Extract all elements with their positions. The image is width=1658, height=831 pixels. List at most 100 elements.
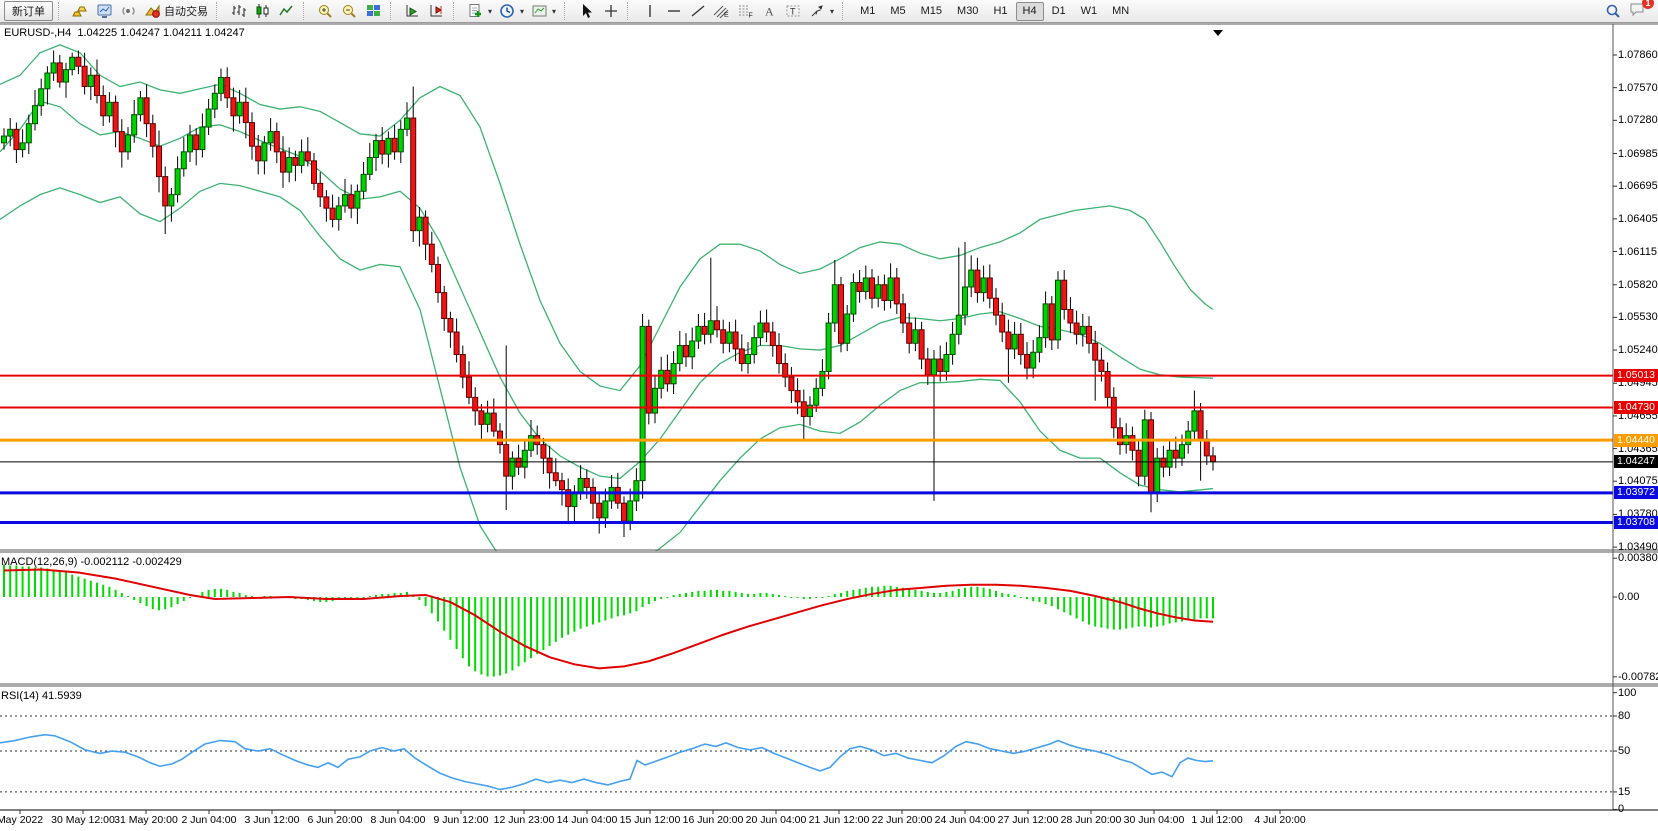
time-axis-label: 3 Jun 12:00 [244,814,300,826]
price-tick-label: 1.05820 [1618,278,1658,291]
rsi-axis-label: 100 [1618,686,1637,699]
price-tick-label: 1.06985 [1618,147,1658,160]
text-label-button[interactable]: T [782,1,805,21]
toolbar-separator [303,2,310,20]
add-indicator-icon [469,4,481,17]
auto-scroll-icon [406,5,418,17]
rsi-line [0,733,1214,791]
time-axis-label: 21 Jun 12:00 [808,814,870,826]
timeframe-m5[interactable]: M5 [883,2,912,21]
bar-chart-button[interactable] [227,1,250,21]
price-tick-label: 1.06695 [1618,180,1658,193]
search-button[interactable] [1602,1,1625,21]
alert-count-badge: 1 [1642,0,1654,9]
auto-trading-button[interactable]: 自动交易 [141,1,211,21]
trend-line-button[interactable] [686,1,709,21]
bollinger-lower [0,182,1214,551]
candlestick-chart-button[interactable] [251,1,274,21]
time-axis-label: 22 Jun 20:00 [871,814,933,826]
fibonacci-button[interactable]: F [734,1,757,21]
crosshair-button[interactable] [599,1,622,21]
fibonacci-icon: F [739,5,753,20]
toolbar-separator [453,2,460,20]
toolbar-separator [842,2,849,20]
price-tick-label: 1.06115 [1618,245,1657,258]
candlestick-chart-icon [256,4,269,18]
candlestick-series [1,50,1216,537]
time-axis[interactable]: May 2022 30 May 12:00 31 May 20:00 2 Jun 04… [0,811,1658,831]
price-axis[interactable]: 1.07860 1.07570 1.07280 1.06985 1.06695 1.064… [1613,0,1658,831]
timeframe-d1[interactable]: D1 [1045,2,1073,21]
zoom-out-button[interactable] [338,1,361,21]
macd-axis-label: -0.007827 [1618,670,1658,683]
signal-button[interactable] [117,1,140,21]
chevron-down-icon: ▾ [552,6,557,16]
horizontal-line-button[interactable] [662,1,685,21]
chevron-down-icon: ▾ [520,6,525,16]
time-axis-label: 9 Jun 12:00 [433,814,489,826]
text-icon: A [765,5,774,19]
svg-text:T: T [790,7,796,17]
chevron-down-icon: ▾ [830,6,835,16]
toolbar-separator [390,2,397,20]
time-axis-label: 30 Jun 04:00 [1123,814,1185,826]
tile-windows-button[interactable] [362,1,385,21]
chart-shift-button[interactable] [425,1,448,21]
new-order-button[interactable]: 新订单 [4,1,53,21]
timeframe-h4[interactable]: H4 [1015,1,1044,21]
arrows-icon [811,5,823,17]
gold-bars-icon [72,6,87,17]
price-marker-1.04440: 1.04440 [1614,433,1658,447]
new-order-label: 新订单 [12,6,45,18]
equidistant-channel-button[interactable]: E [710,1,733,21]
add-indicator-button[interactable]: ▾ [464,1,495,21]
market-watch-button[interactable] [93,1,116,21]
search-icon [1606,4,1620,18]
zoom-in-button[interactable] [314,1,337,21]
timeframe-w1[interactable]: W1 [1074,2,1105,21]
time-axis-label: 1 Jul 12:00 [1191,814,1243,826]
timeframe-h1[interactable]: H1 [986,2,1014,21]
arrows-button[interactable]: ▾ [806,1,837,21]
price-tick-label: 1.07570 [1618,81,1658,94]
time-axis-label: 4 Jul 20:00 [1254,814,1306,826]
toolbar-separator [216,2,223,20]
vertical-line-button[interactable] [638,1,661,21]
price-tick-label: 1.07280 [1618,114,1658,127]
price-marker-1.04730: 1.04730 [1614,400,1658,414]
time-axis-label: 6 Jun 20:00 [307,814,363,826]
signal-icon [122,7,135,15]
price-tick-label: 1.04075 [1618,475,1658,488]
time-axis-label: 15 Jun 12:00 [619,814,681,826]
rsi-axis-label: 80 [1618,710,1631,722]
time-axis-label: 30 May 12:00 [51,814,115,826]
chart-shift-marker[interactable] [1213,30,1223,36]
timeframe-m15[interactable]: M15 [914,2,949,21]
price-tick-label: 1.05240 [1618,344,1658,357]
rsi-axis-label: 15 [1618,785,1631,798]
text-button[interactable]: A [758,1,781,21]
timeframe-m30[interactable]: M30 [950,2,985,21]
periods-button[interactable]: ▾ [496,1,527,21]
gold-bars-button[interactable] [69,1,92,21]
auto-scroll-button[interactable] [401,1,424,21]
main-price-pane[interactable] [0,44,1613,574]
market-watch-icon [97,4,112,18]
cursor-button[interactable] [575,1,598,21]
macd-pane[interactable] [3,564,1214,677]
timeframe-m1[interactable]: M1 [853,2,882,21]
alerts-button[interactable]: 1 [1629,0,1654,21]
line-chart-button[interactable] [275,1,298,21]
templates-icon [532,5,547,17]
price-marker-1.05013: 1.05013 [1614,369,1658,383]
macd-axis-label: 0.003801 [1618,552,1658,565]
time-axis-label: 8 Jun 04:00 [370,814,426,826]
timeframe-mn[interactable]: MN [1105,2,1136,21]
rsi-pane[interactable] [0,715,1613,793]
time-axis-label: 24 Jun 04:00 [934,814,996,826]
templates-button[interactable]: ▾ [528,1,559,21]
svg-text:F: F [749,13,753,20]
time-axis-label: 2 Jun 04:00 [181,814,237,826]
